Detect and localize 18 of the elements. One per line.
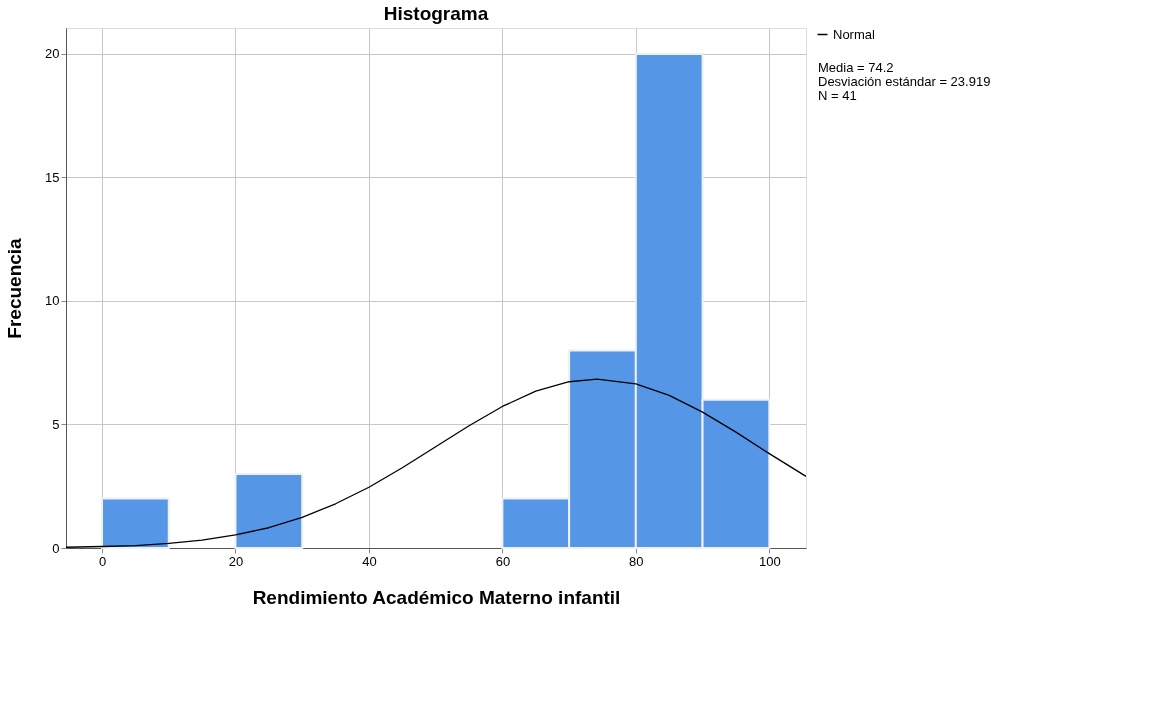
x-tick-label: 80 [629,553,644,569]
text: Desviación estándar = 23.919 [818,74,991,89]
x-tick-label: 20 [228,553,244,569]
x-axis-title: Rendimiento Académico Materno infantil [252,586,621,608]
x-tick-label: 100 [758,553,781,569]
x-tick-label: 0 [98,553,107,569]
y-tick-label: 0 [52,540,60,556]
chart-title: Histograma [383,3,489,24]
text: N = 41 [818,88,857,103]
x-tick-label: 40 [362,553,377,569]
x-tick-label: 60 [495,553,511,569]
legend-label: Normal [833,26,876,42]
y-axis-title: Frecuencia [4,237,26,339]
y-tick-label: 15 [45,169,60,185]
y-tick-label: 5 [52,416,60,432]
text: Media = 74.2 [818,60,894,75]
y-tick-label: 20 [45,46,60,62]
y-tick-label: 10 [45,293,60,309]
